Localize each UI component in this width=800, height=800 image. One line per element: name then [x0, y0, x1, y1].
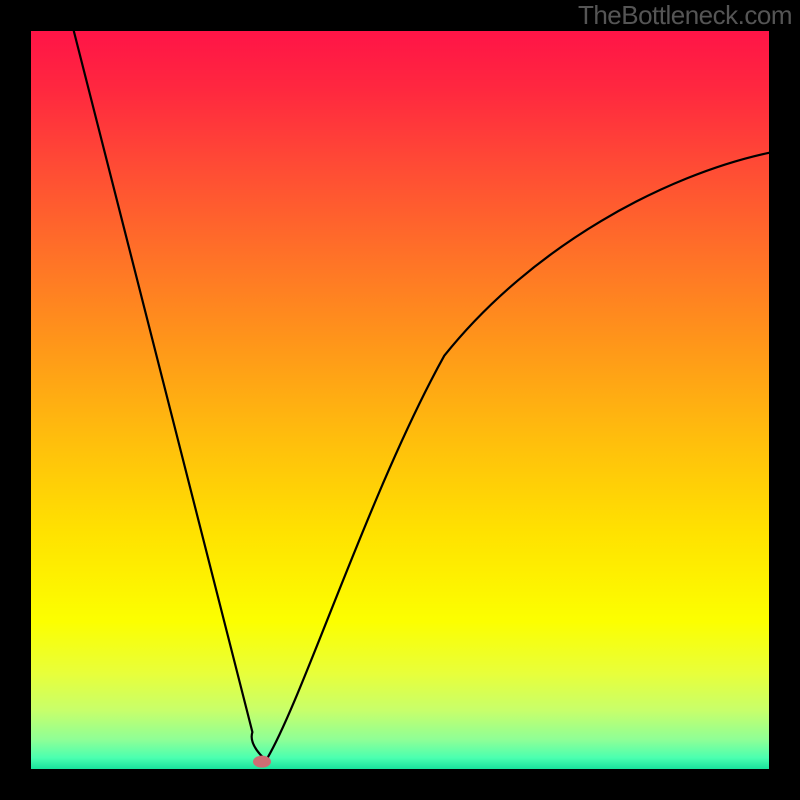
plot-background [31, 31, 769, 769]
watermark-text: TheBottleneck.com [578, 0, 792, 31]
chart-container: TheBottleneck.com [0, 0, 800, 800]
bottleneck-chart [0, 0, 800, 800]
optimum-marker [253, 756, 271, 768]
